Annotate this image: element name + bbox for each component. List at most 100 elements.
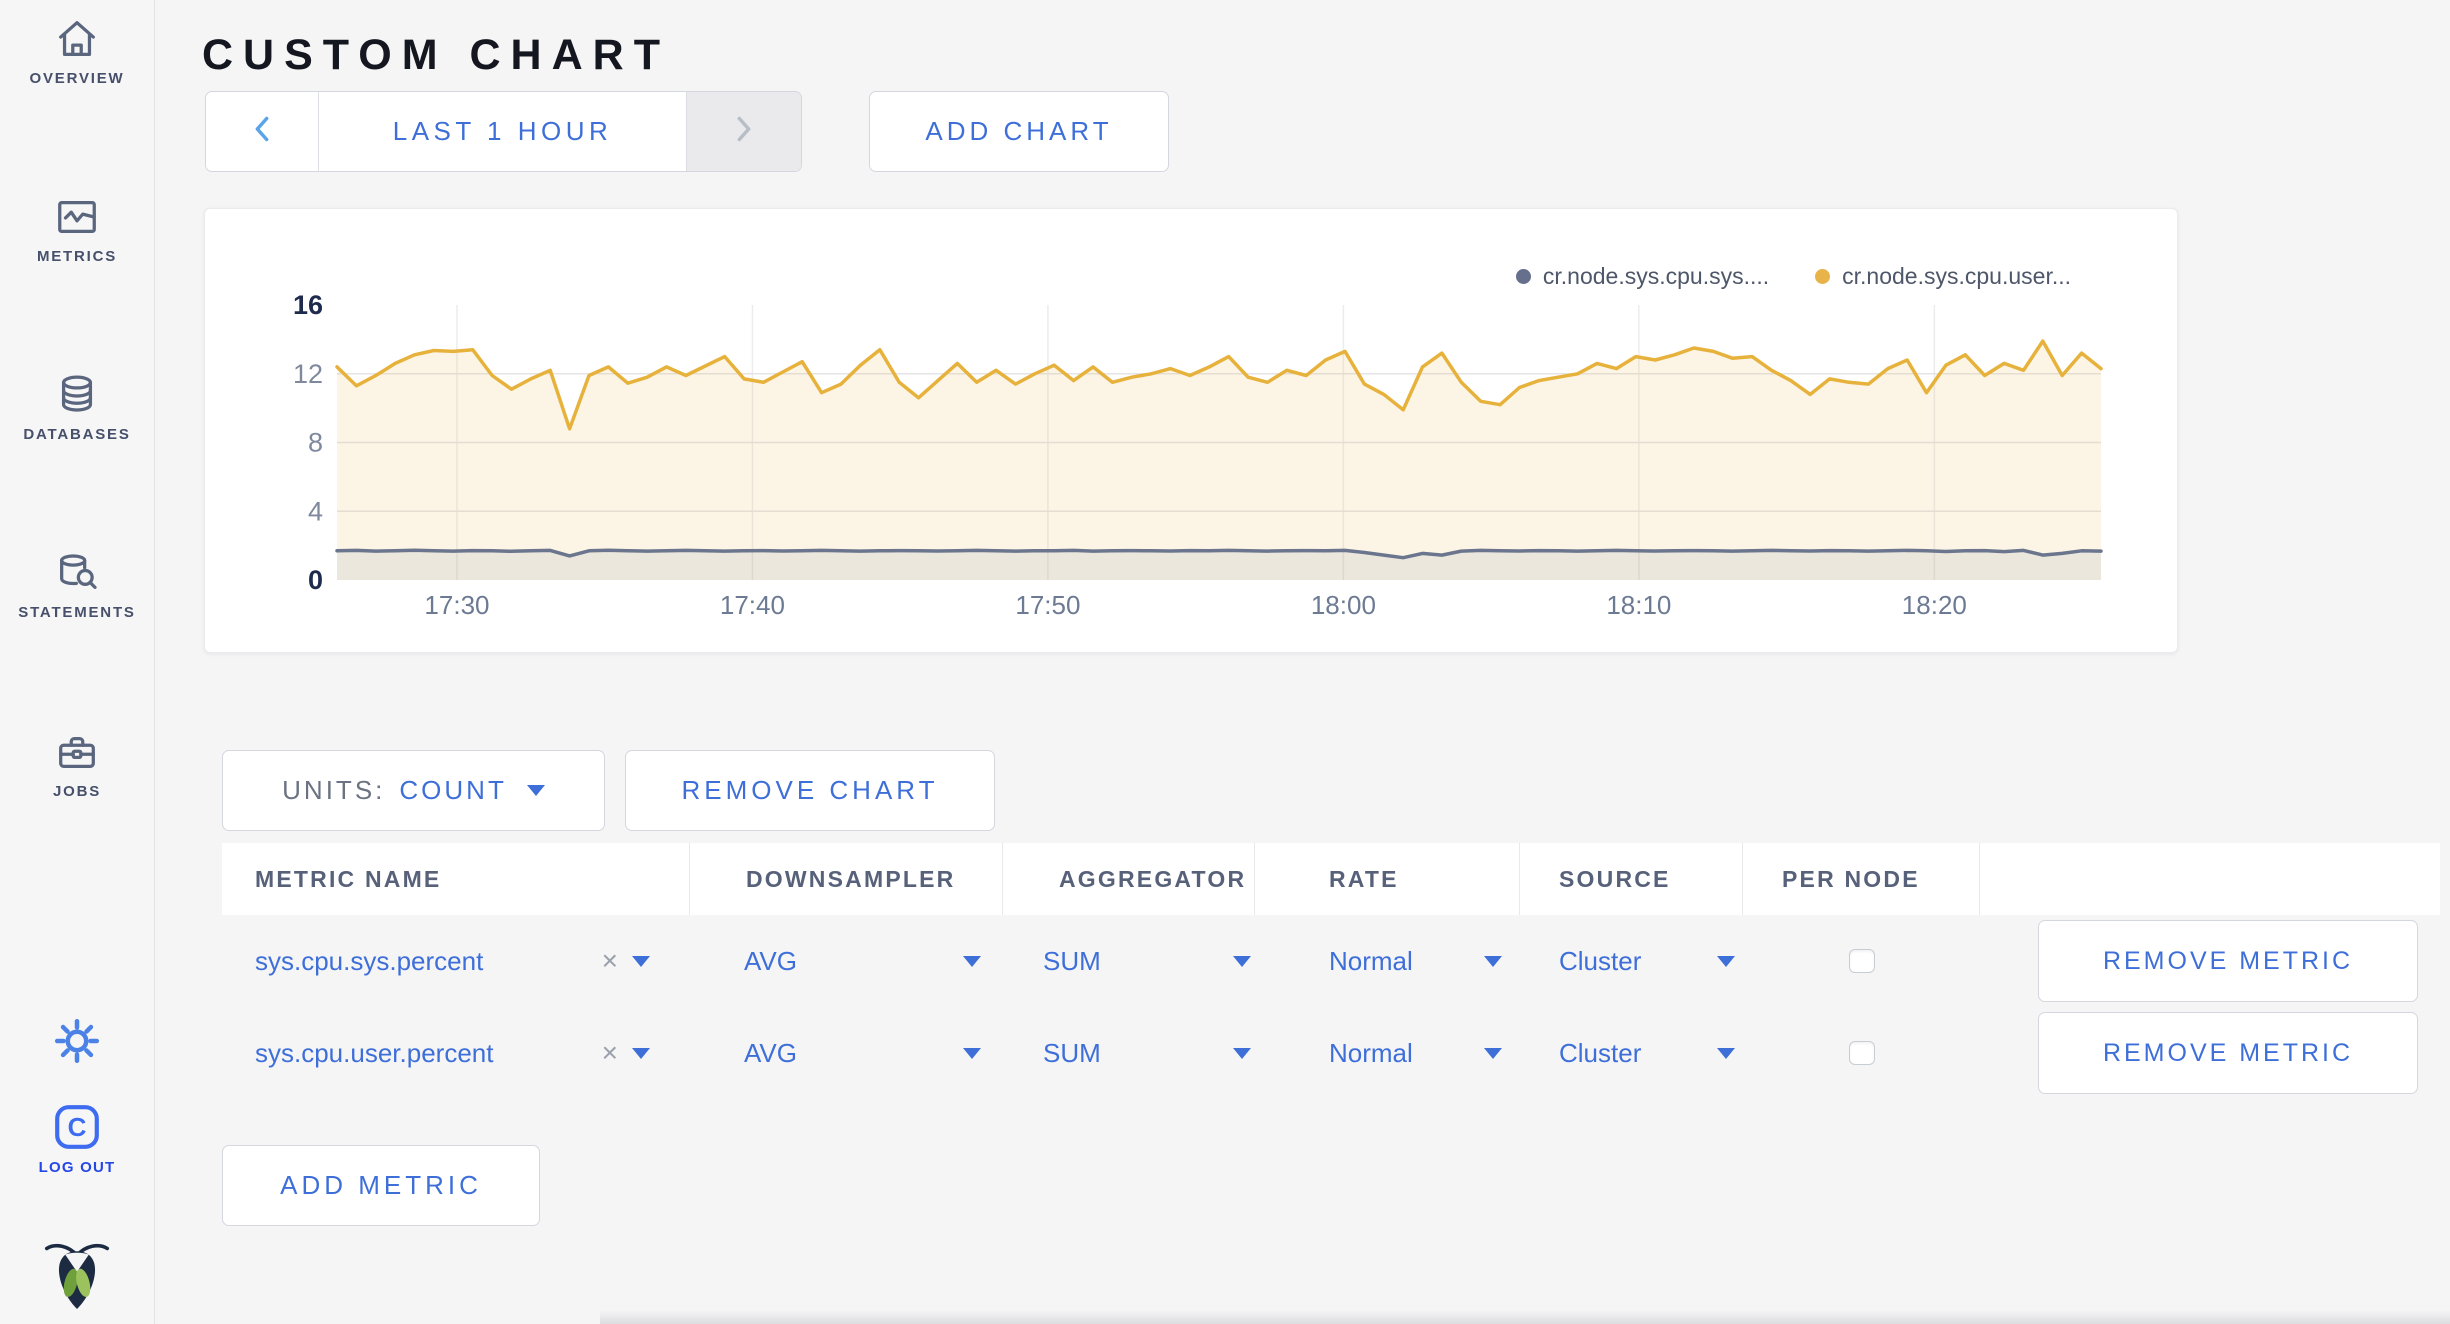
chart-legend: cr.node.sys.cpu.sys.... cr.node.sys.cpu.… bbox=[1515, 263, 2071, 290]
column-header-per-node: PER NODE bbox=[1743, 843, 1980, 915]
units-dropdown[interactable]: UNITS: COUNT bbox=[222, 750, 605, 831]
per-node-checkbox[interactable] bbox=[1848, 949, 1875, 973]
sidebar-item-jobs[interactable]: JOBS bbox=[0, 729, 154, 800]
legend-dot bbox=[1815, 269, 1831, 284]
cpu-chart-svg: 17:30 17:40 17:50 18:00 18:10 18:20 0 4 8 12 16 bbox=[293, 290, 2103, 620]
chevron-down-icon bbox=[1717, 955, 1735, 967]
cockroach-bug-logo bbox=[0, 1240, 154, 1312]
chevron-down-icon bbox=[632, 1047, 650, 1059]
scroll-shadow bbox=[600, 1310, 2450, 1324]
column-header-actions bbox=[1980, 843, 2440, 915]
chevron-right-icon bbox=[733, 115, 755, 148]
svg-text:0: 0 bbox=[308, 565, 323, 595]
add-chart-button[interactable]: ADD CHART bbox=[869, 91, 1169, 172]
actions-cell: REMOVE METRIC bbox=[1980, 1007, 2440, 1099]
database-icon bbox=[0, 372, 154, 418]
legend-dot bbox=[1515, 269, 1531, 284]
metric-name-select[interactable]: sys.cpu.user.percent × bbox=[222, 1007, 690, 1099]
svg-text:C: C bbox=[68, 1112, 87, 1142]
table-row: sys.cpu.sys.percent × AVG SUM Normal Clu… bbox=[222, 915, 2440, 1007]
chevron-down-icon bbox=[526, 785, 545, 796]
legend-label: cr.node.sys.cpu.sys.... bbox=[1542, 263, 1770, 289]
aggregator-value: SUM bbox=[1043, 945, 1101, 976]
sidebar-item-overview[interactable]: OVERVIEW bbox=[0, 16, 154, 87]
chart-card: cr.node.sys.cpu.sys.... cr.node.sys.cpu.… bbox=[204, 208, 2178, 653]
chevron-down-icon bbox=[963, 1047, 981, 1059]
rate-value: Normal bbox=[1329, 1037, 1413, 1068]
briefcase-icon bbox=[0, 729, 154, 775]
sidebar-item-label: METRICS bbox=[36, 248, 118, 265]
aggregator-select[interactable]: SUM bbox=[1003, 1007, 1255, 1099]
time-range-prev-button[interactable] bbox=[206, 92, 319, 171]
chevron-down-icon bbox=[1233, 955, 1251, 967]
svg-text:18:00: 18:00 bbox=[1311, 590, 1376, 620]
page-title: CUSTOM CHART bbox=[202, 30, 670, 79]
metrics-icon bbox=[0, 194, 154, 240]
home-icon bbox=[0, 16, 154, 62]
source-select[interactable]: Cluster bbox=[1520, 915, 1743, 1007]
sidebar-brand bbox=[0, 1240, 154, 1312]
metric-name-select[interactable]: sys.cpu.sys.percent × bbox=[222, 915, 690, 1007]
logout-label: LOG OUT bbox=[38, 1159, 116, 1176]
clear-metric-icon[interactable]: × bbox=[601, 945, 618, 976]
chevron-left-icon bbox=[251, 115, 273, 148]
column-header-downsampler: DOWNSAMPLER bbox=[690, 843, 1003, 915]
remove-chart-button[interactable]: REMOVE CHART bbox=[625, 750, 995, 831]
per-node-checkbox[interactable] bbox=[1848, 1041, 1875, 1065]
sidebar-item-metrics[interactable]: METRICS bbox=[0, 194, 154, 265]
gear-icon bbox=[0, 1014, 154, 1068]
svg-text:8: 8 bbox=[308, 428, 323, 458]
column-header-metric-name: METRIC NAME bbox=[222, 843, 690, 915]
column-header-rate: RATE bbox=[1255, 843, 1520, 915]
per-node-cell bbox=[1743, 915, 1980, 1007]
cockroach-c-logo: C bbox=[0, 1102, 154, 1152]
svg-text:18:20: 18:20 bbox=[1902, 590, 1967, 620]
downsampler-select[interactable]: AVG bbox=[690, 1007, 1003, 1099]
svg-text:17:40: 17:40 bbox=[720, 590, 785, 620]
source-select[interactable]: Cluster bbox=[1520, 1007, 1743, 1099]
downsampler-value: AVG bbox=[744, 1037, 797, 1068]
chevron-down-icon bbox=[1717, 1047, 1735, 1059]
sidebar-item-label: STATEMENTS bbox=[18, 604, 136, 621]
chevron-down-icon bbox=[632, 955, 650, 967]
chevron-down-icon bbox=[963, 955, 981, 967]
table-header-row: METRIC NAME DOWNSAMPLER AGGREGATOR RATE … bbox=[222, 843, 2440, 915]
sidebar-item-label: JOBS bbox=[52, 783, 102, 800]
actions-cell: REMOVE METRIC bbox=[1980, 915, 2440, 1007]
rate-select[interactable]: Normal bbox=[1255, 1007, 1520, 1099]
metric-name-value: sys.cpu.sys.percent bbox=[255, 945, 484, 976]
time-range-next-button[interactable] bbox=[686, 92, 801, 171]
rate-select[interactable]: Normal bbox=[1255, 915, 1520, 1007]
sidebar-item-databases[interactable]: DATABASES bbox=[0, 372, 154, 443]
sidebar-item-label: DATABASES bbox=[23, 426, 131, 443]
sidebar-item-label: OVERVIEW bbox=[29, 70, 125, 87]
statements-icon bbox=[0, 550, 154, 596]
sidebar: OVERVIEW METRICS DATABASES bbox=[0, 0, 155, 1324]
sidebar-item-statements[interactable]: STATEMENTS bbox=[0, 550, 154, 621]
legend-item: cr.node.sys.cpu.user... bbox=[1815, 263, 2071, 290]
column-header-source: SOURCE bbox=[1520, 843, 1743, 915]
metric-name-value: sys.cpu.user.percent bbox=[255, 1037, 494, 1068]
sidebar-item-logout[interactable]: C LOG OUT bbox=[0, 1102, 154, 1176]
svg-text:16: 16 bbox=[293, 290, 323, 320]
legend-item: cr.node.sys.cpu.sys.... bbox=[1515, 263, 1770, 290]
sidebar-item-settings[interactable] bbox=[0, 1014, 154, 1068]
add-metric-button[interactable]: ADD METRIC bbox=[222, 1145, 540, 1226]
chevron-down-icon bbox=[1484, 1047, 1502, 1059]
clear-metric-icon[interactable]: × bbox=[601, 1037, 618, 1068]
time-range-value[interactable]: LAST 1 HOUR bbox=[392, 116, 613, 146]
column-header-aggregator: AGGREGATOR bbox=[1003, 843, 1255, 915]
chevron-down-icon bbox=[1484, 955, 1502, 967]
metrics-table: METRIC NAME DOWNSAMPLER AGGREGATOR RATE … bbox=[222, 843, 2440, 1099]
svg-text:4: 4 bbox=[308, 496, 323, 526]
table-row: sys.cpu.user.percent × AVG SUM Normal Cl… bbox=[222, 1007, 2440, 1099]
per-node-cell bbox=[1743, 1007, 1980, 1099]
svg-text:17:30: 17:30 bbox=[424, 590, 489, 620]
rate-value: Normal bbox=[1329, 945, 1413, 976]
downsampler-select[interactable]: AVG bbox=[690, 915, 1003, 1007]
units-value: COUNT bbox=[399, 775, 507, 805]
source-value: Cluster bbox=[1559, 945, 1642, 976]
remove-metric-button[interactable]: REMOVE METRIC bbox=[2038, 1012, 2418, 1094]
aggregator-select[interactable]: SUM bbox=[1003, 915, 1255, 1007]
remove-metric-button[interactable]: REMOVE METRIC bbox=[2038, 920, 2418, 1002]
